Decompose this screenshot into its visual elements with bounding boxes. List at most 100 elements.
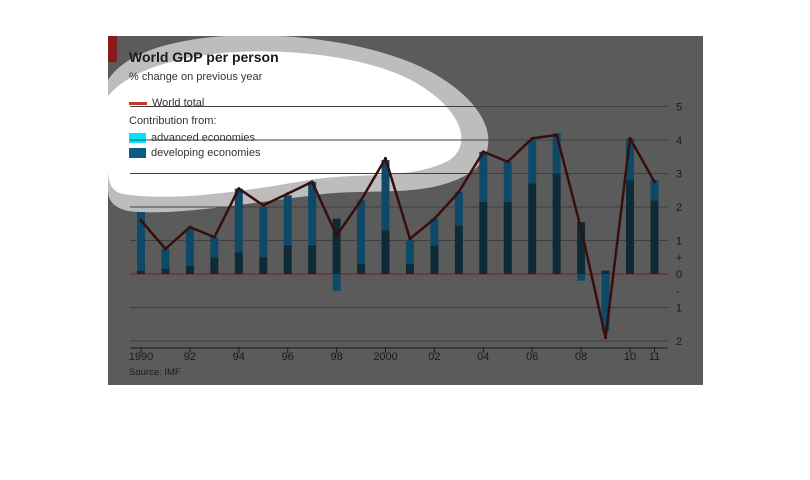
- x-tick-label: 98: [330, 351, 342, 363]
- bar-developing: [332, 218, 341, 274]
- bar-developing: [185, 265, 194, 274]
- x-tick-label: 96: [282, 351, 294, 363]
- legend-developing: developing economies: [129, 147, 260, 159]
- bar-developing: [259, 257, 268, 274]
- world-total-point: [335, 233, 339, 237]
- decorative-highlight-shape: [108, 36, 489, 213]
- y-tick-label: 0: [676, 269, 682, 281]
- y-tick-label: -: [676, 286, 680, 298]
- world-total-point: [628, 136, 632, 140]
- bar-advanced: [552, 133, 561, 174]
- legend-developing-swatch: [129, 148, 146, 158]
- world-total-point: [579, 227, 583, 231]
- x-tick-label: 2000: [373, 351, 397, 363]
- legend-developing-label: developing economies: [151, 147, 261, 159]
- bar-developing: [283, 245, 292, 274]
- legend-advanced: advanced economies: [129, 132, 255, 144]
- world-total-point: [188, 225, 192, 229]
- bar-advanced: [357, 200, 366, 264]
- source-note: Source: IMF: [129, 367, 181, 378]
- world-total-point: [432, 217, 436, 221]
- y-tick-label: 2: [676, 336, 682, 348]
- bar-advanced: [650, 180, 659, 201]
- legend-advanced-label: advanced economies: [151, 132, 255, 144]
- world-total-point: [481, 150, 485, 154]
- y-tick-label: 1: [676, 303, 682, 315]
- bar-advanced: [332, 274, 341, 291]
- bar-advanced: [454, 191, 463, 226]
- world-total-point: [237, 187, 241, 191]
- x-tick-label: 02: [428, 351, 440, 363]
- world-total-point: [212, 235, 216, 239]
- bar-developing: [552, 173, 561, 274]
- x-tick-label: 08: [575, 351, 587, 363]
- world-total-line: [140, 133, 656, 339]
- bar-advanced: [381, 160, 390, 231]
- bar-developing: [161, 268, 170, 274]
- bar-developing: [577, 222, 586, 274]
- bar-developing: [308, 245, 317, 274]
- y-tick-label: 5: [676, 102, 682, 114]
- bar-advanced: [308, 181, 317, 246]
- bar-developing: [650, 200, 659, 274]
- bar-developing: [479, 201, 488, 274]
- bar-advanced: [405, 240, 414, 264]
- legend-advanced-swatch: [129, 133, 146, 143]
- x-tick-label: 10: [624, 351, 636, 363]
- bar-developing: [430, 245, 439, 274]
- chart-subtitle: % change on previous year: [129, 71, 263, 83]
- bar-advanced: [161, 248, 170, 269]
- world-total-point: [652, 180, 656, 184]
- world-total-point: [139, 218, 143, 222]
- bar-advanced: [259, 207, 268, 258]
- bar-advanced: [528, 140, 537, 184]
- chart-figure: World GDP per person % change on previou…: [108, 36, 703, 385]
- bar-developing: [528, 183, 537, 274]
- x-tick-label: 94: [233, 351, 245, 363]
- world-total-point: [384, 156, 387, 160]
- bar-advanced: [601, 274, 610, 331]
- brand-tag: [108, 36, 117, 62]
- y-tick-label: +: [676, 252, 682, 264]
- bar-advanced: [626, 138, 634, 181]
- world-total-point: [604, 336, 608, 340]
- world-total-point: [286, 192, 290, 196]
- x-tick-label: 92: [184, 351, 196, 363]
- bar-developing: [381, 230, 390, 274]
- bar-developing: [405, 263, 414, 274]
- bar-advanced: [137, 212, 145, 271]
- world-total-point: [555, 133, 559, 137]
- bar-developing: [137, 270, 145, 274]
- x-tick-label: 04: [477, 351, 489, 363]
- bar-advanced: [210, 237, 219, 258]
- world-total-point: [530, 136, 534, 140]
- world-total-point: [408, 237, 412, 241]
- bar-advanced: [430, 218, 439, 246]
- plot-area: 5 4 3 2 1 +0 - 1 2 1990 92 94 96 98 2000 02 04 06 08 10 11: [129, 102, 683, 364]
- x-tick-label: 06: [526, 351, 538, 363]
- bar-developing: [454, 225, 463, 274]
- world-total-point: [506, 160, 510, 164]
- bar-developing: [503, 201, 512, 274]
- y-tick-label: 1: [676, 236, 682, 248]
- bar-advanced: [479, 151, 488, 202]
- bar-developing: [210, 257, 219, 274]
- bar-advanced: [577, 274, 586, 281]
- legend-contribution-label: Contribution from:: [129, 115, 217, 127]
- bar-advanced: [503, 161, 512, 202]
- bar-advanced: [185, 228, 194, 266]
- y-tick-label: 3: [676, 169, 682, 181]
- legend-contribution-header: Contribution from:: [129, 115, 216, 127]
- y-tick-label: 4: [676, 135, 682, 147]
- y-tick-label: 2: [676, 202, 682, 214]
- x-tick-label: 1990: [129, 351, 153, 363]
- world-total-point: [457, 190, 461, 194]
- world-total-point: [163, 247, 167, 251]
- bar-developing: [601, 270, 610, 274]
- chart-title: World GDP per person: [129, 49, 279, 65]
- x-tick-label: 11: [649, 351, 660, 363]
- bar-advanced: [283, 195, 292, 246]
- bar-developing: [234, 252, 243, 274]
- legend-line-swatch: [129, 101, 147, 105]
- bar-advanced: [234, 188, 243, 253]
